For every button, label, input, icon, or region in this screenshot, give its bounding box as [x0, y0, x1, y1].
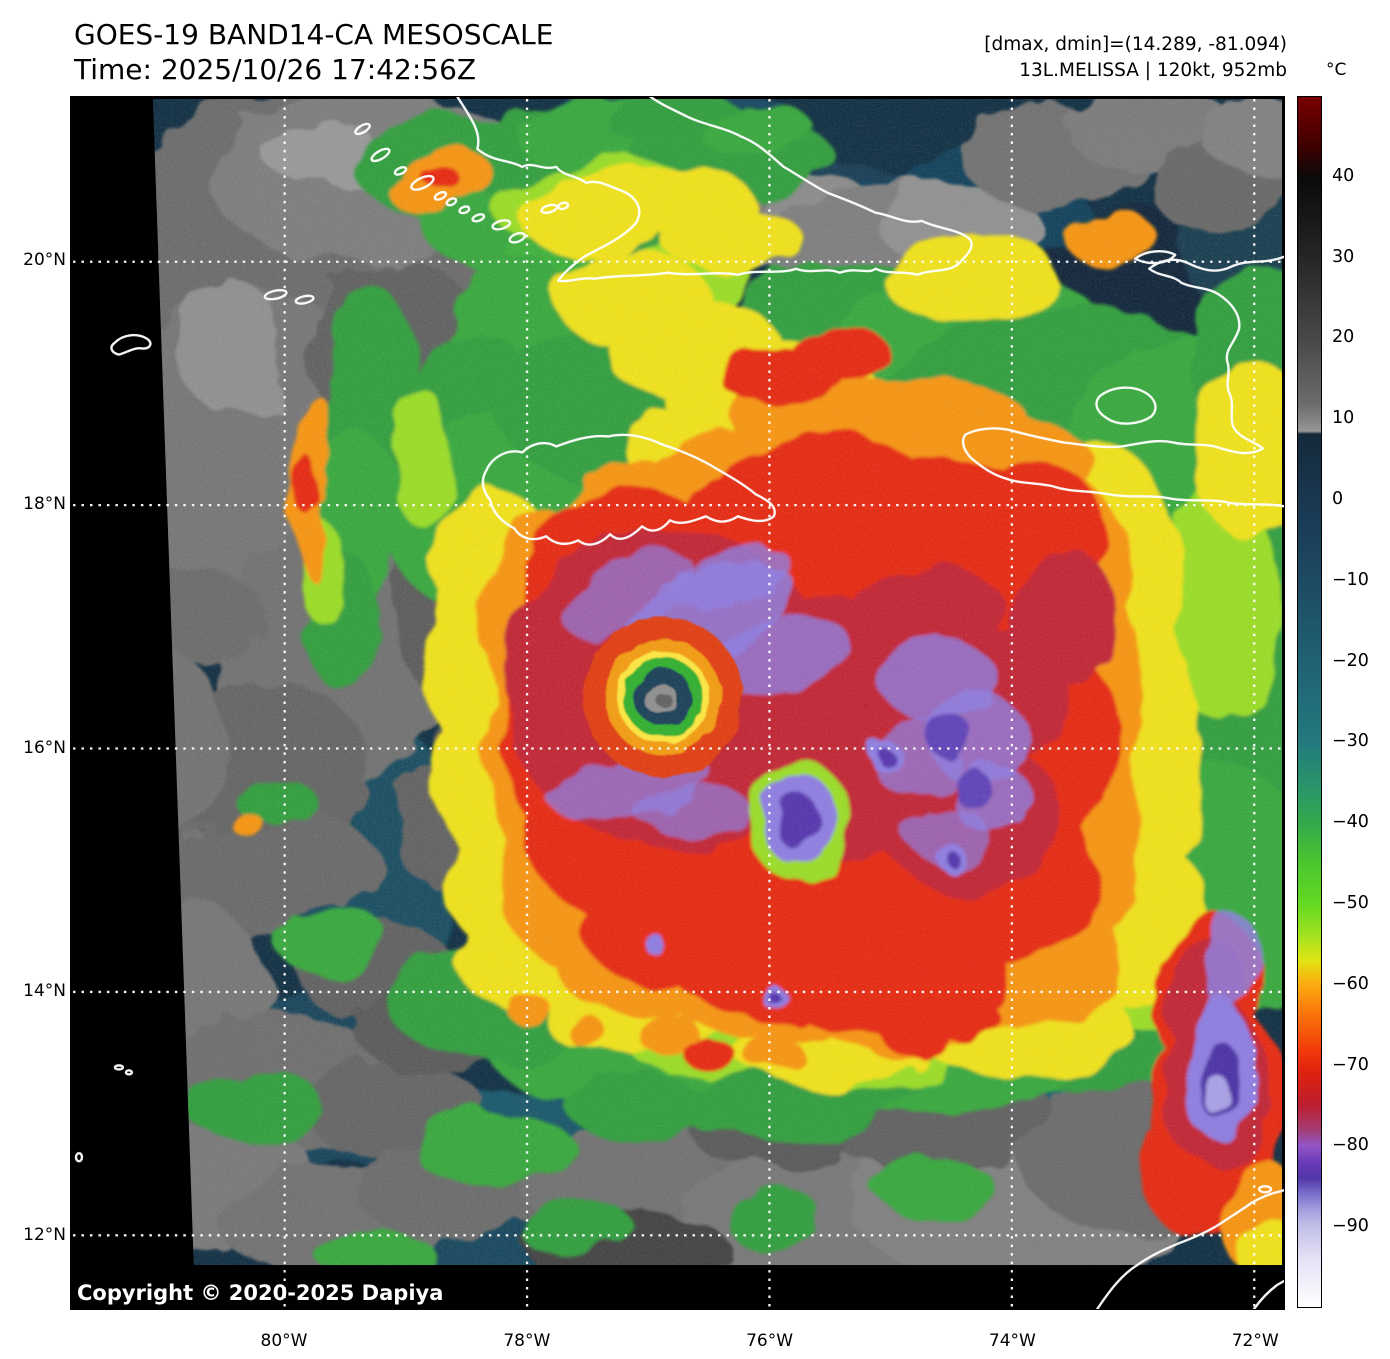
coastlines — [74, 97, 1284, 1309]
colorbar-tick-0: 0 — [1332, 489, 1344, 509]
coastline-gonave-island — [1095, 386, 1157, 425]
coastline-tortuga-island — [1134, 250, 1177, 265]
lat-tick-16: 16°N — [23, 737, 66, 758]
lat-tick-14: 14°N — [23, 981, 66, 1002]
storm-info-annotation: 13L.MELISSA | 120kt, 952mb — [1019, 60, 1287, 81]
timestamp: Time: 2025/10/26 17:42:56Z — [74, 53, 477, 86]
coastline-south-america-2 — [1252, 1279, 1284, 1309]
coastline-little-cayman — [263, 288, 288, 301]
lat-tick-20: 20°N — [23, 250, 66, 270]
coastline-small-island-2 — [113, 1064, 125, 1071]
colorbar-tick-20: 20 — [1332, 327, 1355, 348]
colorbar-tick--40: −40 — [1332, 812, 1369, 833]
dmax-dmin-annotation: [dmax, dmin]=(14.289, -81.094) — [984, 34, 1287, 55]
colorbar-tick-10: 10 — [1332, 408, 1355, 429]
coastline-small-island-3 — [124, 1069, 134, 1076]
colorbar-tick--70: −70 — [1332, 1054, 1369, 1075]
lon-tick-72: 72°W — [1231, 1331, 1279, 1351]
colorbar-unit-label: °C — [1326, 60, 1347, 80]
colorbar-tick--80: −80 — [1332, 1135, 1369, 1156]
lon-tick-74: 74°W — [988, 1331, 1036, 1351]
colorbar-tick-30: 30 — [1332, 246, 1355, 267]
lon-tick-80: 80°W — [260, 1331, 308, 1351]
coastline-small-island-4 — [74, 1152, 84, 1163]
colorbar-tick--20: −20 — [1332, 650, 1369, 671]
graticule-gridlines — [72, 98, 1283, 1308]
satellite-map-panel: Copyright © 2020-2025 Dapiya — [70, 96, 1285, 1310]
colorbar-tick--10: −10 — [1332, 569, 1369, 590]
coastline-small-island-1 — [1257, 1185, 1273, 1194]
colorbar-tick--30: −30 — [1332, 731, 1369, 752]
coastline-cuba — [456, 97, 973, 283]
lat-tick-12: 12°N — [23, 1225, 66, 1246]
page-title: GOES-19 BAND14-CA MESOSCALE — [74, 18, 554, 51]
copyright-watermark: Copyright © 2020-2025 Dapiya — [77, 1281, 444, 1305]
satellite-imagery — [71, 97, 1284, 1309]
coastline-cuba-cays — [354, 122, 570, 244]
colorbar-tick-40: 40 — [1332, 165, 1355, 186]
coastline-south-america — [1096, 1188, 1284, 1309]
colorbar-tick--60: −60 — [1332, 973, 1369, 994]
temperature-colorbar — [1297, 96, 1322, 1308]
lon-tick-78: 78°W — [503, 1331, 551, 1351]
coastline-jamaica — [481, 433, 776, 546]
coastline-haiti — [961, 255, 1284, 508]
colorbar-tick--50: −50 — [1332, 893, 1369, 913]
lat-tick-18: 18°N — [23, 493, 66, 514]
coastline-grand-cayman — [110, 333, 152, 356]
colorbar-tick--90: −90 — [1332, 1216, 1369, 1237]
lon-tick-76: 76°W — [746, 1331, 794, 1351]
coastline-cayman-brac — [294, 294, 315, 305]
